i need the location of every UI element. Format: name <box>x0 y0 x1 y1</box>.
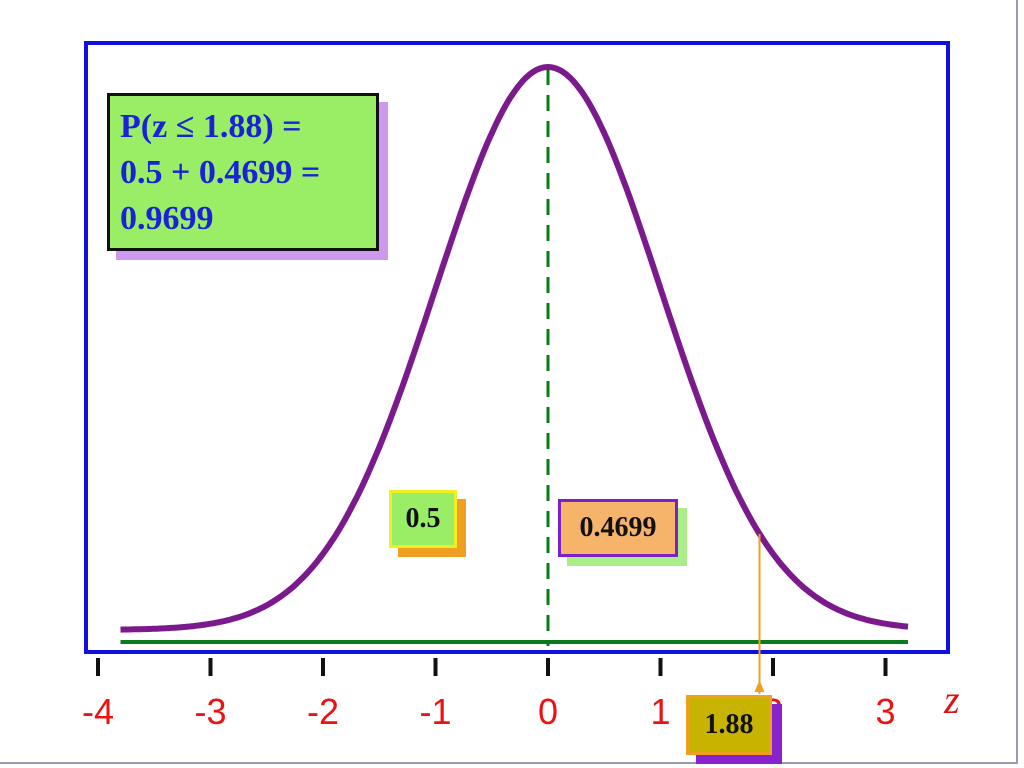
middle-area-label: 0.4699 <box>558 499 678 557</box>
x-tick-label-3: -1 <box>419 691 451 732</box>
slide-edge-bottom <box>0 762 1018 764</box>
probability-line-3: 0.9699 <box>120 200 214 237</box>
x-axis-label: z <box>943 677 960 722</box>
x-tick-label-2: -2 <box>307 691 339 732</box>
left-area-label: 0.5 <box>389 490 457 548</box>
probability-line-1: P(z ≤ 1.88) = <box>120 108 302 145</box>
x-tick-label-1: -3 <box>194 691 226 732</box>
z-value-label: 1.88 <box>686 695 772 755</box>
z-marker-arrow <box>754 680 765 692</box>
probability-line-2: 0.5 + 0.4699 = <box>120 154 321 191</box>
x-tick-label-0: -4 <box>82 691 114 732</box>
x-tick-label-5: 1 <box>650 691 670 732</box>
probability-box: P(z ≤ 1.88) = 0.5 + 0.4699 = 0.9699 <box>107 93 379 251</box>
normal-curve <box>120 64 909 633</box>
slide-edge-right <box>1016 0 1018 764</box>
x-tick-label-4: 0 <box>538 691 558 732</box>
x-tick-label-7: 3 <box>875 691 895 732</box>
